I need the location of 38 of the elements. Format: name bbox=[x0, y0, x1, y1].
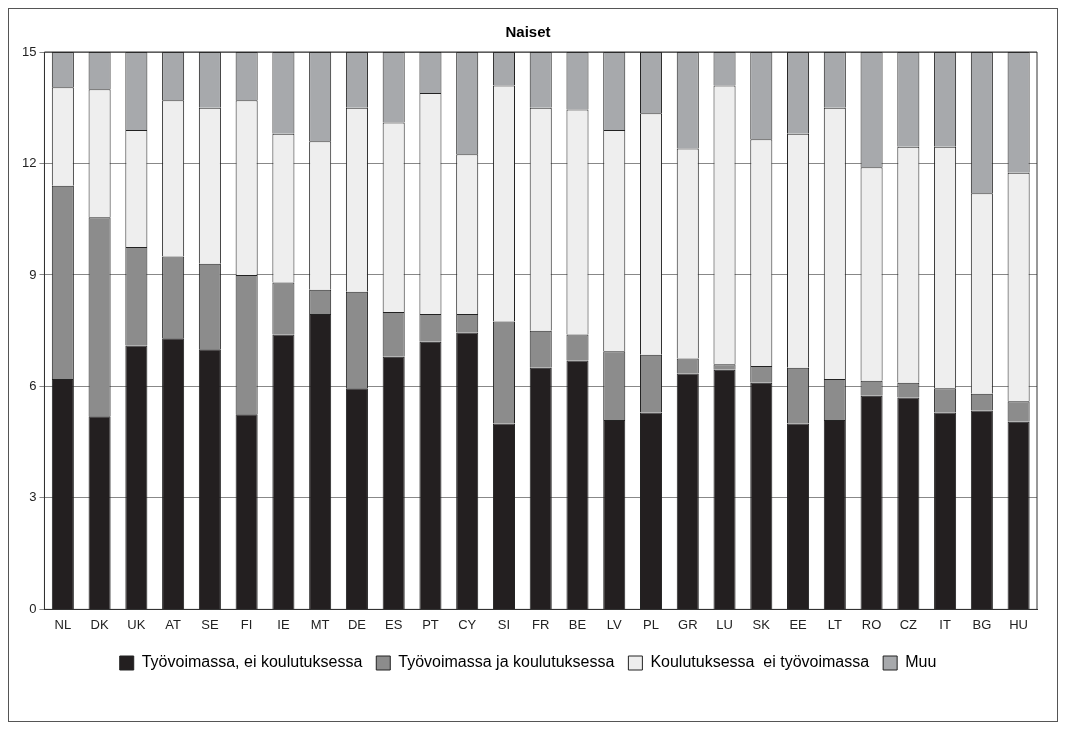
x-tick-label: DK bbox=[90, 616, 109, 632]
x-tick-label: UK bbox=[127, 616, 146, 632]
x-tick-label: LV bbox=[606, 616, 623, 632]
legend-label: Muu bbox=[905, 653, 937, 671]
x-tick-label: ES bbox=[385, 616, 403, 632]
legend-label: Koulutuksessa ei työvoimassa bbox=[650, 653, 870, 671]
x-tick-label: BE bbox=[568, 616, 587, 632]
x-tick-label: CZ bbox=[899, 616, 918, 632]
x-tick-label: BG bbox=[972, 616, 992, 632]
x-tick-label: RO bbox=[861, 616, 882, 632]
y-tick-label: 12 bbox=[21, 155, 37, 171]
x-tick-label: LU bbox=[716, 616, 733, 632]
x-tick-label: FI bbox=[240, 616, 253, 632]
x-tick-label: LT bbox=[827, 616, 842, 632]
x-tick-label: NL bbox=[54, 616, 72, 632]
x-tick-label: SI bbox=[497, 616, 511, 632]
x-tick-label: PT bbox=[422, 616, 439, 632]
y-tick-label: 0 bbox=[29, 600, 37, 616]
x-tick-label: CY bbox=[458, 616, 477, 632]
x-tick-label: EE bbox=[789, 616, 808, 632]
legend-label: Työvoimassa, ei koulutuksessa bbox=[141, 653, 363, 671]
x-tick-label: AT bbox=[165, 616, 181, 632]
x-tick-label: PL bbox=[643, 616, 659, 632]
x-tick-label: IT bbox=[939, 616, 951, 632]
x-tick-label: HU bbox=[1009, 616, 1029, 632]
legend-label: Työvoimassa ja koulutuksessa bbox=[398, 653, 615, 671]
x-tick-label: SK bbox=[752, 616, 771, 632]
x-tick-label: FR bbox=[532, 616, 550, 632]
x-tick-label: SE bbox=[201, 616, 219, 632]
chart-title: Naiset bbox=[505, 23, 551, 41]
x-tick-label: IE bbox=[277, 616, 290, 632]
x-tick-label: DE bbox=[347, 616, 367, 632]
y-tick-label: 9 bbox=[29, 266, 37, 282]
x-tick-label: MT bbox=[310, 616, 330, 632]
y-tick-label: 15 bbox=[21, 43, 37, 59]
y-tick-label: 6 bbox=[29, 378, 37, 394]
x-tick-label: GR bbox=[678, 616, 698, 632]
y-tick-label: 3 bbox=[29, 489, 37, 505]
